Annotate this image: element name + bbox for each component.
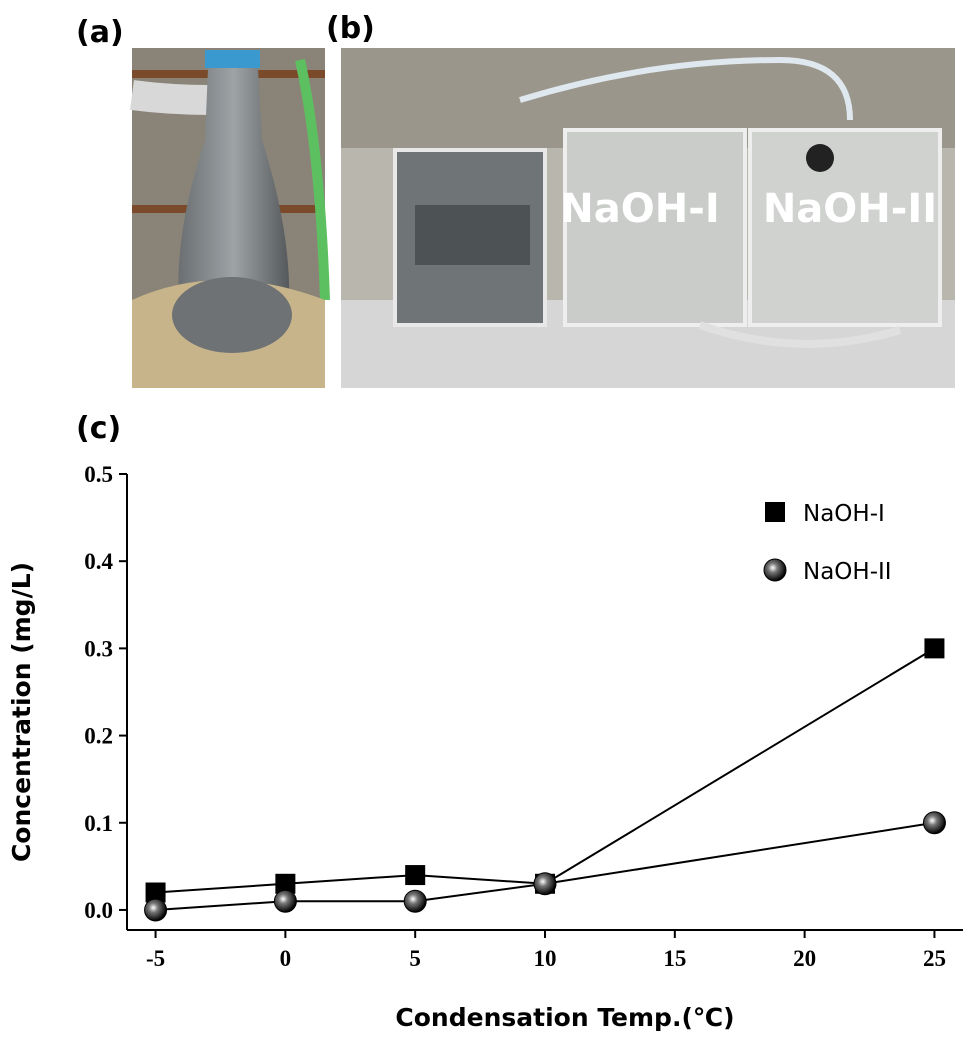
x-tick-label: 25 [923,946,946,971]
x-tick-label: -5 [146,946,165,971]
y-tick-label: 0.1 [84,811,113,836]
y-tick-label: 0.2 [84,724,113,749]
marker-circle [763,558,787,582]
marker-square [275,873,296,894]
marker-circle [533,872,557,896]
x-axis-label: Condensation Temp.(℃) [395,1003,734,1032]
marker-square [145,882,166,903]
y-tick-label: 0.5 [84,462,113,487]
x-tick-label: 0 [280,946,292,971]
legend-label: NaOH-I [803,501,885,527]
chart: 0.0 0.1 0.2 0.3 0.4 0.5 -5 0 5 10 15 20 25 Condensati… [7,462,963,1032]
marker-circle [403,889,427,913]
marker-square [924,638,945,659]
photo-flask [130,48,330,388]
panel-label: (c) [76,411,121,446]
legend-label: NaOH-II [803,559,892,585]
photo-label: NaOH-I [560,186,719,232]
series-line [155,647,935,894]
panel-label: (b) [326,11,375,46]
series-line [155,821,935,911]
photo-apparatus: NaOH-I NaOH-II [341,48,955,388]
marker-square [765,502,785,522]
y-tick-label: 0.3 [84,636,113,661]
marker-circle [144,898,168,922]
marker-circle [922,811,946,835]
marker-circle [273,889,297,913]
photo-label: NaOH-II [763,186,937,232]
x-tick-label: 10 [534,946,557,971]
y-axis-label: Concentration (mg/L) [7,562,36,862]
x-tick-label: 15 [663,946,686,971]
y-tick-label: 0.0 [84,898,113,923]
panel-label: (a) [76,15,124,50]
y-tick-label: 0.4 [84,549,113,574]
x-tick-label: 20 [793,946,816,971]
marker-square [405,865,426,886]
x-tick-label: 5 [409,946,421,971]
